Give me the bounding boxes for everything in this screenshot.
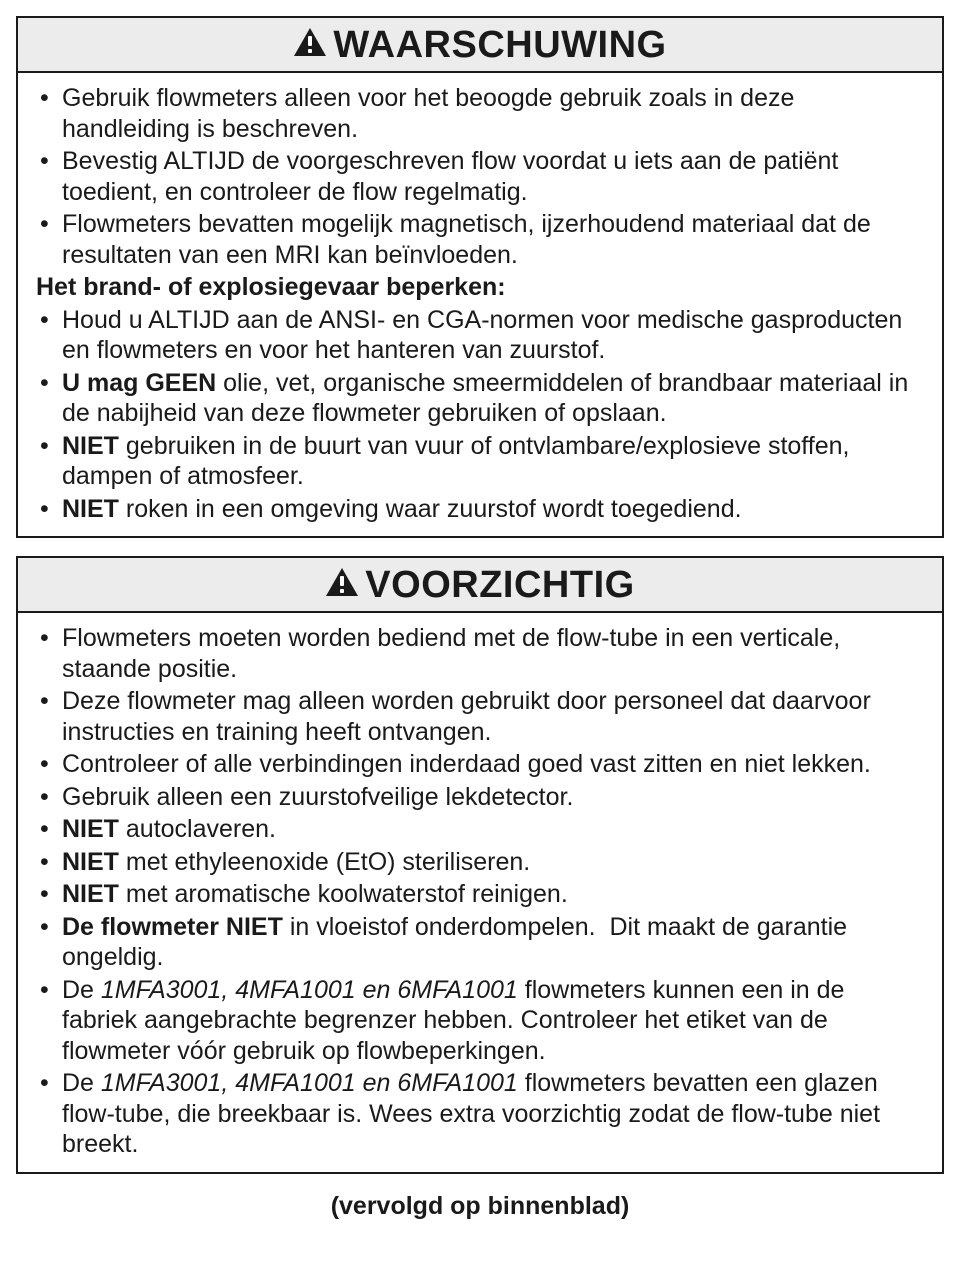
list-item: Houd u ALTIJD aan de ANSI- en CGA-normen… bbox=[36, 305, 924, 366]
caution-box: VOORZICHTIG Flowmeters moeten worden bed… bbox=[16, 556, 944, 1174]
list-item: Bevestig ALTIJD de voorgeschreven flow v… bbox=[36, 146, 924, 207]
list-item: Gebruik flowmeters alleen voor het beoog… bbox=[36, 83, 924, 144]
list-item: NIET met ethyleenoxide (EtO) sterilisere… bbox=[36, 847, 924, 878]
continued-footer: (vervolgd op binnenblad) bbox=[16, 1192, 944, 1221]
warning-icon bbox=[325, 564, 359, 607]
warning-icon bbox=[293, 24, 327, 67]
list-item: De 1MFA3001, 4MFA1001 en 6MFA1001 flowme… bbox=[36, 1068, 924, 1160]
list-item: Gebruik alleen een zuurstofveilige lekde… bbox=[36, 782, 924, 813]
list-item: NIET roken in een omgeving waar zuurstof… bbox=[36, 494, 924, 525]
caution-body: Flowmeters moeten worden bediend met de … bbox=[18, 613, 942, 1172]
caution-list: Flowmeters moeten worden bediend met de … bbox=[36, 623, 924, 1160]
list-item: NIET gebruiken in de buurt van vuur of o… bbox=[36, 431, 924, 492]
warning-header: WAARSCHUWING bbox=[18, 18, 942, 73]
caution-header: VOORZICHTIG bbox=[18, 558, 942, 613]
warning-box: WAARSCHUWING Gebruik flowmeters alleen v… bbox=[16, 16, 944, 538]
list-item: U mag GEEN olie, vet, organische smeermi… bbox=[36, 368, 924, 429]
caution-title: VOORZICHTIG bbox=[365, 564, 634, 607]
list-item: Flowmeters bevatten mogelijk magnetisch,… bbox=[36, 209, 924, 270]
list-item: NIET autoclaveren. bbox=[36, 814, 924, 845]
list-item: Controleer of alle verbindingen inderdaa… bbox=[36, 749, 924, 780]
list-item: De flowmeter NIET in vloeistof onderdomp… bbox=[36, 912, 924, 973]
warning-list-1: Gebruik flowmeters alleen voor het beoog… bbox=[36, 83, 924, 270]
warning-subheading: Het brand- of explosiegevaar beperken: bbox=[36, 272, 924, 303]
list-item: Deze flowmeter mag alleen worden gebruik… bbox=[36, 686, 924, 747]
list-item: NIET met aromatische koolwaterstof reini… bbox=[36, 879, 924, 910]
warning-body: Gebruik flowmeters alleen voor het beoog… bbox=[18, 73, 942, 536]
list-item: De 1MFA3001, 4MFA1001 en 6MFA1001 flowme… bbox=[36, 975, 924, 1067]
list-item: Flowmeters moeten worden bediend met de … bbox=[36, 623, 924, 684]
warning-title: WAARSCHUWING bbox=[333, 24, 666, 67]
warning-list-2: Houd u ALTIJD aan de ANSI- en CGA-normen… bbox=[36, 305, 924, 525]
